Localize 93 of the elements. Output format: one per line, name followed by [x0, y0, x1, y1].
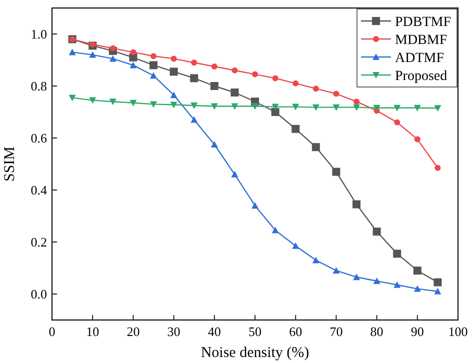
- x-tick-label: 20: [126, 324, 140, 339]
- point: [252, 202, 258, 209]
- point: [231, 170, 238, 178]
- point: [150, 101, 157, 108]
- point: [150, 53, 156, 60]
- y-tick-label: 1.0: [30, 26, 47, 42]
- point: [332, 104, 340, 111]
- point: [373, 104, 380, 112]
- point: [150, 72, 157, 79]
- point: [414, 136, 420, 142]
- y-tick-label: 0.6: [30, 130, 48, 146]
- point: [68, 48, 76, 56]
- point: [394, 119, 400, 126]
- point: [232, 67, 238, 74]
- point: [353, 274, 360, 280]
- point: [434, 288, 442, 294]
- point: [130, 49, 136, 56]
- x-tick-label: 0: [48, 324, 56, 339]
- point: [312, 104, 320, 111]
- x-tick-label: 90: [410, 324, 424, 339]
- point: [231, 103, 238, 110]
- point: [68, 94, 76, 102]
- point: [271, 108, 280, 116]
- point: [352, 200, 360, 208]
- point: [210, 103, 218, 110]
- point: [190, 102, 198, 109]
- point: [373, 278, 380, 284]
- x-tick-label: 50: [248, 324, 262, 339]
- x-tick-label: 70: [330, 324, 343, 339]
- point: [394, 104, 401, 112]
- point: [312, 143, 320, 152]
- point: [170, 92, 178, 98]
- point: [292, 104, 300, 110]
- point: [414, 285, 421, 292]
- point: [252, 71, 258, 78]
- point: [354, 98, 360, 105]
- legend-label: Proposed: [395, 68, 448, 84]
- x-tick-label: 100: [448, 324, 468, 339]
- point: [170, 102, 178, 108]
- point: [130, 62, 137, 68]
- point: [292, 242, 300, 249]
- point: [434, 278, 442, 286]
- x-axis-title: Noise density (%): [200, 345, 310, 361]
- point: [272, 104, 279, 110]
- point: [252, 103, 258, 110]
- x-tick-label: 60: [289, 324, 302, 339]
- point: [413, 266, 422, 275]
- point: [110, 45, 116, 52]
- point: [109, 98, 116, 106]
- y-tick-label: 0.8: [30, 78, 47, 94]
- point: [211, 64, 218, 70]
- x-tick-label: 80: [370, 324, 384, 339]
- point: [170, 68, 178, 76]
- point: [292, 80, 299, 86]
- point: [353, 104, 360, 111]
- point: [89, 51, 96, 58]
- x-tick-label: 30: [167, 324, 180, 339]
- y-tick-label: 0.2: [30, 234, 47, 250]
- point: [130, 100, 137, 106]
- point: [190, 74, 198, 82]
- point: [210, 141, 218, 148]
- point: [393, 250, 402, 258]
- point: [312, 256, 320, 264]
- point: [230, 88, 239, 96]
- point: [129, 53, 138, 62]
- point: [170, 56, 177, 62]
- point: [210, 82, 218, 90]
- point: [109, 55, 116, 62]
- point: [312, 86, 319, 92]
- legend-label: MDBMF: [395, 32, 448, 48]
- point: [372, 228, 381, 236]
- y-tick-label: 0.4: [30, 182, 48, 198]
- point: [414, 104, 421, 112]
- point: [332, 168, 340, 176]
- legend-label: PDBTMF: [395, 14, 452, 30]
- point: [89, 97, 96, 104]
- y-tick-label: 0.0: [30, 286, 47, 302]
- point: [434, 105, 442, 112]
- point: [394, 281, 401, 288]
- x-tick-label: 40: [208, 324, 221, 339]
- legend-label: ADTMF: [395, 50, 444, 66]
- point: [333, 90, 340, 97]
- point: [272, 75, 278, 82]
- point: [190, 116, 198, 123]
- x-tick-label: 10: [86, 324, 100, 339]
- point: [332, 267, 340, 274]
- point: [292, 124, 300, 133]
- point: [191, 60, 198, 66]
- point: [90, 41, 96, 48]
- y-axis-title: SSIM: [2, 146, 18, 182]
- point: [272, 226, 279, 234]
- point: [434, 164, 441, 171]
- point: [150, 61, 158, 70]
